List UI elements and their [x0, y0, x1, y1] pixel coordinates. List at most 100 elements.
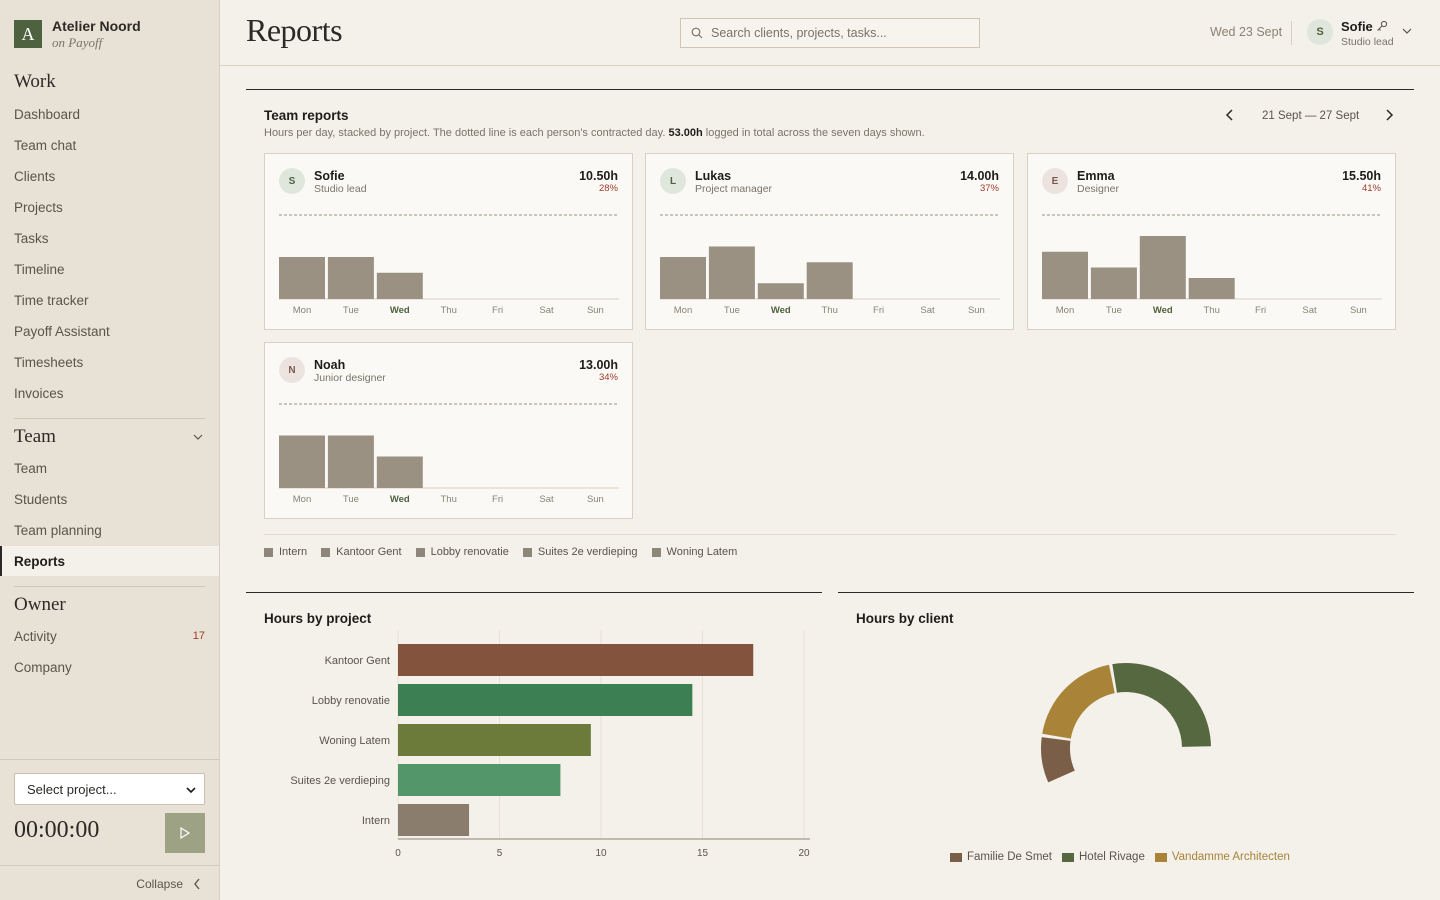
chevron-down-icon[interactable] — [1402, 27, 1412, 35]
chevron-left-icon — [194, 878, 200, 889]
timer-panel: Select project... 00:00:00 Collapse — [0, 759, 219, 900]
sidebar-item-team[interactable]: Team — [14, 460, 48, 476]
legend-swatch — [1062, 852, 1074, 862]
daily-hours-chart: Mon Tue Wed Thu Fri Sat Sun — [1042, 214, 1382, 316]
sidebar-divider — [14, 418, 205, 419]
day-tick-label: Sat — [1302, 305, 1317, 316]
start-timer-button[interactable] — [165, 813, 205, 853]
sidebar-item-projects[interactable]: Projects — [14, 199, 63, 215]
sidebar-item-students[interactable]: Students — [14, 491, 68, 507]
collapse-sidebar-button[interactable]: Collapse — [0, 865, 219, 900]
sidebar-item-team-chat[interactable]: Team chat — [14, 137, 77, 153]
sidebar-item-payoff-assistant[interactable]: Payoff Assistant — [14, 323, 110, 339]
category-label: Lobby renovatie — [312, 695, 390, 707]
project-bar — [398, 804, 470, 836]
person-name: Noah — [314, 358, 346, 372]
sidebar-item-timeline[interactable]: Timeline — [14, 261, 65, 277]
day-tick-label: Tue — [343, 494, 359, 505]
person-name: Sofie — [314, 169, 345, 183]
search-input[interactable]: Search clients, projects, tasks... — [680, 18, 980, 48]
day-tick-label: Fri — [1255, 305, 1266, 316]
sidebar-item-timesheets[interactable]: Timesheets — [14, 354, 84, 370]
day-tick-label: Mon — [1056, 305, 1074, 316]
daily-hours-chart: Mon Tue Wed Thu Fri Sat Sun — [279, 403, 619, 505]
sidebar-item-company[interactable]: Company — [14, 659, 72, 675]
sidebar-item-team-planning[interactable]: Team planning — [14, 522, 102, 538]
legend-label: Intern — [279, 546, 308, 558]
sidebar-item-invoices[interactable]: Invoices — [14, 385, 64, 401]
day-tick-label: Thu — [1204, 305, 1220, 316]
category-label: Suites 2e verdieping — [290, 775, 390, 787]
total-hours: 53.00h — [668, 127, 703, 139]
day-tick-label: Thu — [822, 305, 838, 316]
day-tick-label: Wed — [771, 305, 791, 316]
legend-label: Hotel Rivage — [1079, 851, 1145, 863]
sidebar-item-reports[interactable]: Reports — [0, 546, 219, 576]
legend-item: Suites 2e verdieping — [522, 546, 638, 558]
section-title-team: Team — [14, 426, 56, 447]
day-bar — [376, 456, 423, 488]
sidebar-item-tasks[interactable]: Tasks — [14, 230, 49, 246]
section-rule — [246, 592, 822, 593]
person-percentage: 34% — [598, 372, 618, 383]
legend-item: Lobby renovatie — [415, 546, 509, 558]
avatar: N — [279, 357, 305, 383]
legend-swatch — [264, 547, 273, 557]
x-tick-label: 20 — [798, 848, 810, 859]
day-tick-label: Sun — [968, 305, 985, 316]
legend-item: Woning Latem — [651, 546, 737, 558]
person-total-hours: 13.00h — [579, 358, 618, 372]
section-rule — [246, 89, 1414, 90]
sidebar-item-dashboard[interactable]: Dashboard — [14, 106, 81, 122]
day-tick-label: Thu — [441, 494, 457, 505]
chevron-right-icon[interactable] — [1382, 108, 1396, 122]
legend-label: Vandamme Architecten — [1171, 851, 1290, 863]
section-title-work: Work — [14, 71, 56, 92]
sidebar-item-clients[interactable]: Clients — [14, 168, 56, 184]
subtitle-text: Hours per day, stacked by project. The d… — [264, 127, 666, 139]
search-icon — [691, 27, 703, 39]
week-range: 21 Sept — 27 Sept — [1262, 110, 1360, 122]
legend-item: Familie De Smet — [950, 851, 1052, 863]
key-icon — [1377, 20, 1388, 31]
person-report-card: E Emma Designer 15.50h 41% Mon Tue Wed Thu Fr… — [1027, 153, 1396, 330]
project-bar — [398, 724, 591, 756]
person-total-hours: 15.50h — [1342, 169, 1381, 183]
legend-item: Hotel Rivage — [1062, 851, 1145, 863]
day-bar — [757, 283, 804, 299]
day-tick-label: Mon — [293, 305, 311, 316]
select-caret-icon — [186, 787, 196, 794]
day-bar — [327, 435, 374, 488]
project-select[interactable]: Select project... — [14, 773, 205, 805]
avatar[interactable]: S — [1307, 19, 1333, 45]
daily-hours-chart: Mon Tue Wed Thu Fri Sat Sun — [279, 214, 619, 316]
x-tick-label: 15 — [697, 848, 709, 859]
person-report-card: N Noah Junior designer 13.00h 34% Mon Tue W… — [264, 342, 633, 519]
day-tick-label: Fri — [492, 305, 503, 316]
brand[interactable]: A Atelier Noord on Payoff — [14, 17, 141, 51]
brand-subtitle: on Payoff — [52, 35, 103, 50]
day-tick-label: Wed — [390, 494, 410, 505]
team-reports-subtitle: Hours per day, stacked by project. The d… — [264, 127, 925, 139]
subtitle-text: logged in total across the seven days sh… — [705, 127, 925, 139]
project-bar — [398, 684, 693, 716]
person-role: Designer — [1077, 183, 1120, 195]
legend-label: Familie De Smet — [967, 851, 1052, 863]
day-tick-label: Tue — [343, 305, 359, 316]
sidebar-item-time-tracker[interactable]: Time tracker — [14, 292, 89, 308]
day-tick-label: Tue — [1106, 305, 1122, 316]
x-tick-label: 10 — [595, 848, 607, 859]
day-bar — [279, 257, 325, 299]
collapse-label: Collapse — [136, 876, 183, 891]
user-name[interactable]: Sofie — [1341, 19, 1373, 34]
chevron-left-icon[interactable] — [1223, 108, 1237, 122]
project-bar — [398, 644, 754, 676]
play-icon — [180, 827, 191, 839]
legend-item: Kantoor Gent — [321, 546, 402, 558]
client-slice — [1042, 664, 1115, 739]
category-label: Kantoor Gent — [325, 655, 390, 667]
person-report-card: S Sofie Studio lead 10.50h 28% Mon Tue Wed T… — [264, 153, 633, 330]
chevron-down-icon[interactable] — [193, 433, 203, 441]
daily-hours-chart: Mon Tue Wed Thu Fri Sat Sun — [660, 214, 1000, 316]
sidebar-item-activity[interactable]: Activity 17 — [0, 622, 219, 650]
